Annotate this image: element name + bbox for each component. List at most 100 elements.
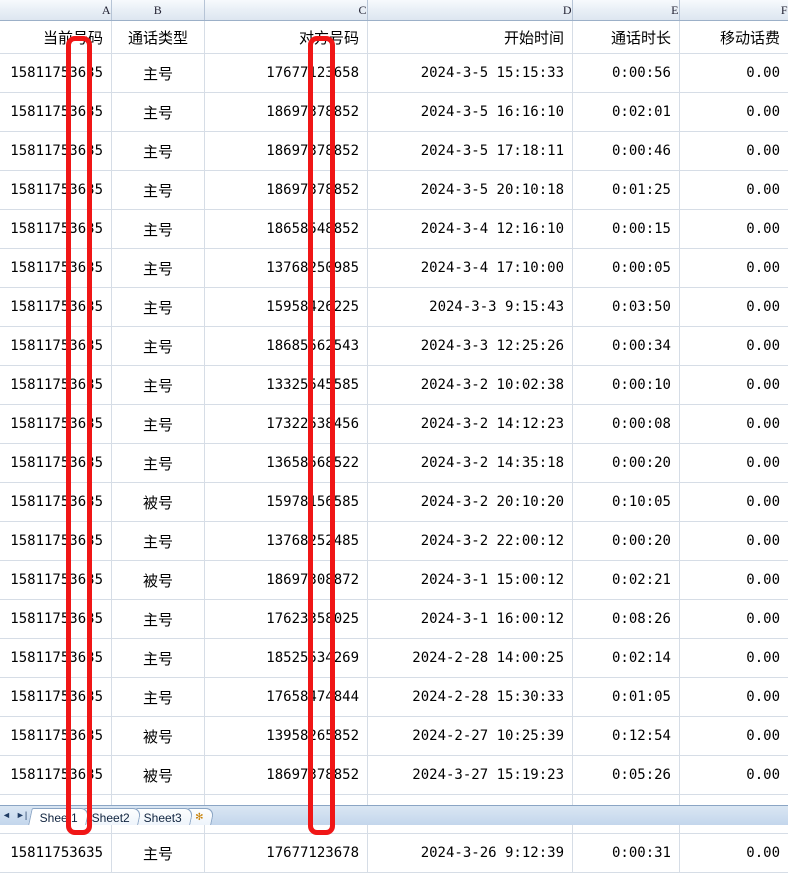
cell-start-time[interactable]: 2024-3-2 14:35:18 xyxy=(368,444,573,482)
cell-call-type[interactable]: 被号 xyxy=(112,717,205,755)
cell-duration[interactable]: 0:10:05 xyxy=(573,483,680,521)
cell-call-type[interactable]: 主号 xyxy=(112,444,205,482)
cell-start-time[interactable]: 2024-3-4 12:16:10 xyxy=(368,210,573,248)
cell-start-time[interactable]: 2024-3-1 15:00:12 xyxy=(368,561,573,599)
cell-other-number[interactable]: 17623358025 xyxy=(205,600,368,638)
cell-charge[interactable]: 0.00 xyxy=(746,689,780,705)
cell-other-number[interactable]: 13958265852 xyxy=(205,717,368,755)
cell-duration[interactable]: 0:12:54 xyxy=(573,717,680,755)
cell-other-number[interactable]: 15958426225 xyxy=(205,288,368,326)
cell-call-type[interactable]: 主号 xyxy=(112,639,205,677)
cell-charge[interactable]: 0.00 xyxy=(746,182,780,198)
cell-current-number[interactable]: 15811753635 xyxy=(0,405,112,443)
cell-duration[interactable]: 0:00:31 xyxy=(573,834,680,872)
cell-start-time[interactable]: 2024-3-27 15:19:23 xyxy=(368,756,573,794)
cell-other-number[interactable]: 18658548852 xyxy=(205,210,368,248)
cell-current-number[interactable]: 15811753635 xyxy=(0,327,112,365)
cell-call-type[interactable]: 主号 xyxy=(112,678,205,716)
cell-start-time[interactable]: 2024-3-26 9:12:39 xyxy=(368,834,573,872)
cell-charge[interactable]: 0.00 xyxy=(746,299,780,315)
cell-current-number[interactable]: 15811753635 xyxy=(0,600,112,638)
header-cell-call-type[interactable]: 通话类型 xyxy=(112,21,205,53)
cell-duration[interactable]: 0:00:46 xyxy=(573,132,680,170)
nav-last-sheet-icon[interactable]: ►| xyxy=(15,810,28,820)
cell-duration[interactable]: 0:00:56 xyxy=(573,54,680,92)
cell-charge[interactable]: 0.00 xyxy=(746,767,780,783)
nav-first-sheet-icon[interactable]: ◄ xyxy=(2,810,11,820)
cell-current-number[interactable]: 15811753635 xyxy=(0,249,112,287)
cell-charge[interactable]: 0.00 xyxy=(746,494,780,510)
cell-duration[interactable]: 0:02:21 xyxy=(573,561,680,599)
cell-other-number[interactable]: 18697378852 xyxy=(205,171,368,209)
cell-duration[interactable]: 0:00:20 xyxy=(573,444,680,482)
cell-start-time[interactable]: 2024-3-1 16:00:12 xyxy=(368,600,573,638)
sheet-tab-sheet1[interactable]: Sheet1 xyxy=(28,808,91,825)
cell-other-number[interactable]: 18697308872 xyxy=(205,561,368,599)
cell-start-time[interactable]: 2024-3-5 15:15:33 xyxy=(368,54,573,92)
cell-duration[interactable]: 0:02:14 xyxy=(573,639,680,677)
column-header-c[interactable]: C xyxy=(205,0,368,20)
cell-current-number[interactable]: 15811753635 xyxy=(0,717,112,755)
cell-other-number[interactable]: 18697378852 xyxy=(205,93,368,131)
header-cell-charge[interactable]: 移动话费 xyxy=(719,28,780,47)
cell-duration[interactable]: 0:00:20 xyxy=(573,522,680,560)
cell-charge[interactable]: 0.00 xyxy=(746,377,780,393)
cell-charge[interactable]: 0.00 xyxy=(746,104,780,120)
cell-call-type[interactable]: 主号 xyxy=(112,834,205,872)
cell-other-number[interactable]: 13768250985 xyxy=(205,249,368,287)
cell-current-number[interactable]: 15811753635 xyxy=(0,639,112,677)
cell-current-number[interactable]: 15811753635 xyxy=(0,756,112,794)
cell-current-number[interactable]: 15811753635 xyxy=(0,561,112,599)
cell-current-number[interactable]: 15811753635 xyxy=(0,132,112,170)
cell-duration[interactable]: 0:00:05 xyxy=(573,249,680,287)
cell-current-number[interactable]: 15811753635 xyxy=(0,171,112,209)
sheet-tab-sheet3[interactable]: Sheet3 xyxy=(132,808,195,825)
cell-call-type[interactable]: 主号 xyxy=(112,54,205,92)
cell-other-number[interactable]: 18697378852 xyxy=(205,132,368,170)
cell-charge[interactable]: 0.00 xyxy=(746,221,780,237)
cell-current-number[interactable]: 15811753635 xyxy=(0,834,112,872)
cell-call-type[interactable]: 主号 xyxy=(112,600,205,638)
cell-duration[interactable]: 0:05:26 xyxy=(573,756,680,794)
cell-duration[interactable]: 0:03:50 xyxy=(573,288,680,326)
cell-call-type[interactable]: 主号 xyxy=(112,132,205,170)
cell-call-type[interactable]: 主号 xyxy=(112,327,205,365)
column-header-d[interactable]: D xyxy=(368,0,573,20)
header-cell-duration[interactable]: 通话时长 xyxy=(573,21,680,53)
cell-duration[interactable]: 0:00:10 xyxy=(573,366,680,404)
column-header-b[interactable]: B xyxy=(112,0,205,20)
cell-current-number[interactable]: 15811753635 xyxy=(0,288,112,326)
cell-start-time[interactable]: 2024-3-4 17:10:00 xyxy=(368,249,573,287)
cell-start-time[interactable]: 2024-3-3 9:15:43 xyxy=(368,288,573,326)
cell-charge[interactable]: 0.00 xyxy=(746,533,780,549)
cell-current-number[interactable]: 15811753635 xyxy=(0,54,112,92)
cell-charge[interactable]: 0.00 xyxy=(746,650,780,666)
cell-charge[interactable]: 0.00 xyxy=(746,455,780,471)
cell-duration[interactable]: 0:02:01 xyxy=(573,93,680,131)
cell-call-type[interactable]: 被号 xyxy=(112,756,205,794)
cell-start-time[interactable]: 2024-3-2 14:12:23 xyxy=(368,405,573,443)
cell-current-number[interactable]: 15811753635 xyxy=(0,93,112,131)
cell-current-number[interactable]: 15811753635 xyxy=(0,210,112,248)
cell-start-time[interactable]: 2024-2-28 15:30:33 xyxy=(368,678,573,716)
cell-other-number[interactable]: 17658474844 xyxy=(205,678,368,716)
cell-duration[interactable]: 0:00:08 xyxy=(573,405,680,443)
cell-start-time[interactable]: 2024-3-5 17:18:11 xyxy=(368,132,573,170)
cell-call-type[interactable]: 主号 xyxy=(112,249,205,287)
column-header-a[interactable]: A xyxy=(0,0,112,20)
header-cell-other-number[interactable]: 对方号码 xyxy=(205,21,368,53)
cell-other-number[interactable]: 17677123658 xyxy=(205,54,368,92)
cell-start-time[interactable]: 2024-3-3 12:25:26 xyxy=(368,327,573,365)
cell-charge[interactable]: 0.00 xyxy=(746,611,780,627)
cell-duration[interactable]: 0:08:26 xyxy=(573,600,680,638)
cell-call-type[interactable]: 主号 xyxy=(112,210,205,248)
cell-start-time[interactable]: 2024-2-27 10:25:39 xyxy=(368,717,573,755)
cell-call-type[interactable]: 主号 xyxy=(112,93,205,131)
cell-current-number[interactable]: 15811753635 xyxy=(0,366,112,404)
cell-current-number[interactable]: 15811753635 xyxy=(0,678,112,716)
cell-duration[interactable]: 0:00:34 xyxy=(573,327,680,365)
cell-start-time[interactable]: 2024-3-2 10:02:38 xyxy=(368,366,573,404)
cell-call-type[interactable]: 主号 xyxy=(112,171,205,209)
cell-charge[interactable]: 0.00 xyxy=(746,416,780,432)
cell-start-time[interactable]: 2024-3-5 16:16:10 xyxy=(368,93,573,131)
